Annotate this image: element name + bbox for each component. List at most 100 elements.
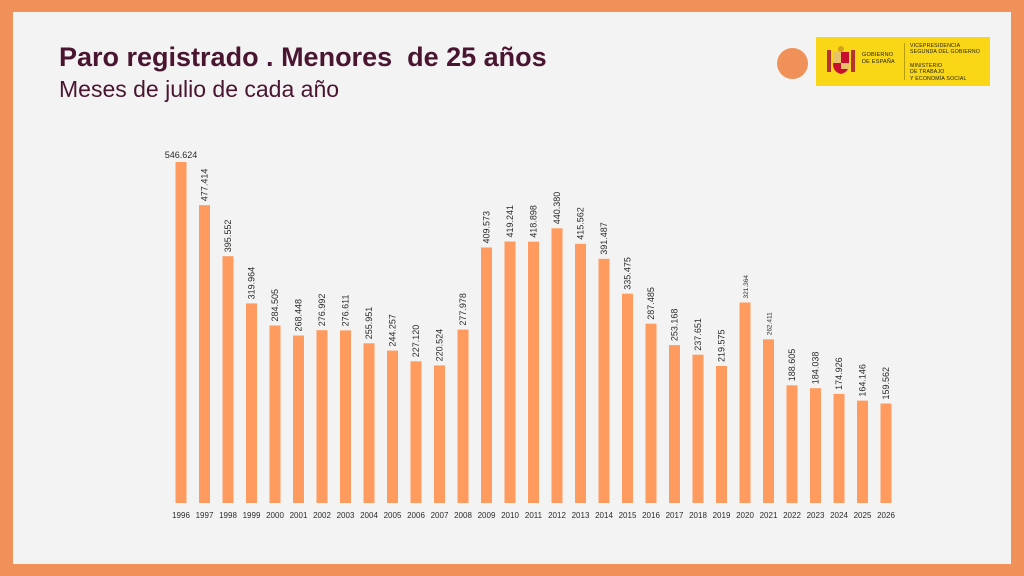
data-label-2007: 220.524 — [435, 329, 445, 362]
bar-2024 — [833, 393, 845, 503]
bar-2013 — [575, 243, 586, 504]
x-tick-2009: 2009 — [478, 511, 496, 520]
logo-text-ministerio: MINISTERIO DE TRABAJO Y ECONOMÍA SOCIAL — [910, 63, 967, 82]
x-tick-2010: 2010 — [501, 511, 519, 520]
bar-2002 — [316, 330, 328, 503]
data-label-2003: 276.611 — [341, 295, 351, 327]
bar-1998 — [222, 256, 234, 503]
x-tick-2016: 2016 — [642, 511, 660, 520]
x-tick-2004: 2004 — [360, 511, 378, 520]
bar-2003 — [340, 330, 351, 503]
bar-2008 — [457, 329, 469, 503]
page-title: Paro registrado . Menores de 25 años — [59, 42, 547, 72]
x-tick-2013: 2013 — [572, 511, 590, 520]
bar-2016 — [645, 323, 657, 503]
bar-2009 — [481, 247, 492, 503]
data-label-2024: 174.926 — [834, 357, 844, 390]
data-label-2012: 440.380 — [552, 192, 562, 225]
data-label-1997: 477.414 — [200, 169, 210, 202]
data-label-2025: 164.146 — [858, 364, 868, 397]
bar-2014 — [598, 258, 610, 503]
bar-2018 — [692, 354, 704, 503]
data-label-2026: 159.562 — [881, 367, 891, 400]
x-tick-1999: 1999 — [243, 511, 261, 520]
bar-2019 — [716, 366, 727, 503]
government-logo: GOBIERNO DE ESPAÑA VICEPRESIDENCIA SEGUN… — [816, 37, 990, 86]
x-tick-2012: 2012 — [548, 511, 566, 520]
logo-text-gobierno: GOBIERNO DE ESPAÑA — [862, 52, 895, 65]
x-tick-2025: 2025 — [854, 511, 872, 520]
data-label-2010: 419.241 — [505, 205, 515, 238]
page-subtitle: Meses de julio de cada año — [59, 76, 340, 102]
bar-1999 — [246, 303, 257, 503]
bar-2022 — [786, 385, 798, 503]
data-label-2015: 335.475 — [623, 257, 633, 290]
x-tick-2021: 2021 — [760, 511, 778, 520]
data-label-2008: 277.978 — [458, 293, 468, 326]
slide-panel: Paro registrado . Menores de 25 años Mes… — [13, 12, 1011, 564]
x-tick-2022: 2022 — [783, 511, 801, 520]
x-tick-2002: 2002 — [313, 511, 331, 520]
bar-2005 — [387, 350, 398, 503]
x-tick-2026: 2026 — [877, 511, 895, 520]
data-label-2017: 253.168 — [670, 309, 680, 342]
bar-1997 — [199, 205, 210, 503]
data-label-2002: 276.992 — [317, 294, 327, 327]
data-label-2013: 415.562 — [576, 207, 586, 240]
data-label-2020: 321.364 — [743, 275, 750, 299]
x-tick-2005: 2005 — [384, 511, 402, 520]
data-label-2009: 409.573 — [482, 211, 492, 244]
data-label-2019: 219.575 — [717, 329, 727, 362]
x-tick-2001: 2001 — [290, 511, 308, 520]
x-tick-2011: 2011 — [525, 511, 543, 520]
bar-1996 — [175, 162, 187, 503]
x-tick-2003: 2003 — [337, 511, 355, 520]
x-tick-2015: 2015 — [619, 511, 637, 520]
bar-2025 — [857, 400, 868, 503]
x-tick-2017: 2017 — [666, 511, 684, 520]
x-tick-2014: 2014 — [595, 511, 613, 520]
data-label-2004: 255.951 — [364, 307, 374, 340]
x-tick-2007: 2007 — [431, 511, 449, 520]
bar-2007 — [434, 365, 445, 503]
data-label-2023: 184.038 — [811, 352, 821, 385]
logo-text-vicepresidencia: VICEPRESIDENCIA SEGUNDA DEL GOBIERNO — [910, 43, 981, 56]
x-tick-1997: 1997 — [196, 511, 214, 520]
data-label-1999: 319.964 — [247, 267, 257, 300]
x-tick-2020: 2020 — [736, 511, 754, 520]
bar-2010 — [504, 241, 516, 503]
data-label-2006: 227.120 — [411, 325, 421, 358]
bar-2023 — [810, 388, 821, 503]
bar-2001 — [293, 335, 304, 503]
data-label-2000: 284.505 — [270, 289, 280, 322]
x-tick-1996: 1996 — [172, 511, 190, 520]
bar-2015 — [622, 293, 633, 503]
bar-2000 — [269, 325, 281, 503]
x-tick-1998: 1998 — [219, 511, 237, 520]
x-tick-2006: 2006 — [407, 511, 425, 520]
bar-2011 — [528, 241, 539, 503]
bar-2017 — [669, 345, 680, 503]
bar-2020 — [739, 302, 751, 503]
bar-2026 — [880, 403, 892, 503]
data-label-2001: 268.448 — [294, 299, 304, 332]
bar-chart: 546.624 1996 477.414 1997 395.552 1998 319.964… — [165, 150, 896, 520]
data-label-2018: 237.651 — [693, 318, 703, 351]
bar-2012 — [551, 228, 563, 504]
data-label-1998: 395.552 — [223, 220, 233, 253]
coat-of-arms-icon — [827, 46, 855, 74]
x-tick-2019: 2019 — [713, 511, 731, 520]
bar-2021 — [763, 339, 774, 503]
x-tick-2000: 2000 — [266, 511, 284, 520]
bar-2004 — [363, 343, 375, 503]
decorative-circle — [777, 48, 808, 79]
bar-2006 — [410, 361, 422, 503]
data-label-2021: 262.411 — [767, 312, 774, 335]
data-label-1996: 546.624 — [165, 150, 198, 160]
data-label-2016: 287.485 — [646, 287, 656, 320]
data-label-2022: 188.605 — [787, 349, 797, 382]
data-label-2014: 391.487 — [599, 222, 609, 255]
x-tick-2023: 2023 — [807, 511, 825, 520]
data-label-2005: 244.257 — [388, 314, 398, 347]
x-tick-2024: 2024 — [830, 511, 848, 520]
